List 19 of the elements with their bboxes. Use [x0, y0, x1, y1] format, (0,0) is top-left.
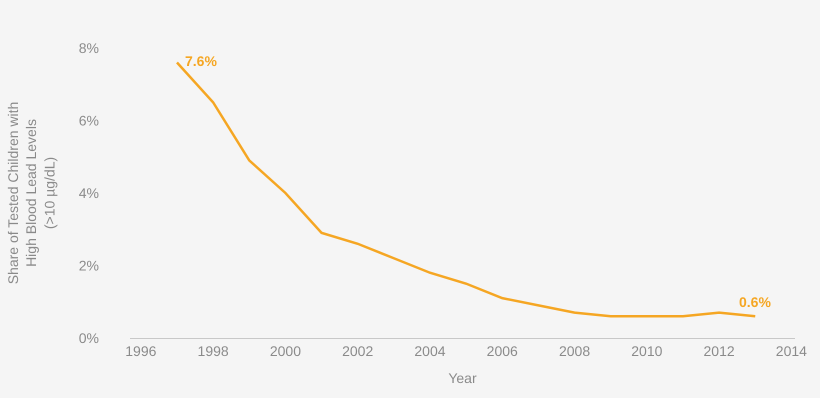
y-tick-label: 4% — [78, 184, 99, 201]
y-tick-label: 8% — [78, 40, 99, 56]
x-tick-label: 2012 — [704, 342, 735, 359]
x-tick-label: 2010 — [631, 342, 663, 359]
x-tick-label: 2002 — [342, 342, 374, 359]
x-tick-label: 1998 — [198, 342, 229, 359]
x-tick-label: 2000 — [270, 342, 302, 359]
y-tick-label: 2% — [78, 257, 99, 274]
x-tick-label: 2014 — [776, 342, 808, 359]
x-tick-label: 2006 — [486, 342, 518, 359]
y-tick-label: 0% — [78, 330, 99, 346]
y-axis-title: Share of Tested Children with High Blood Lead Levels (>10 µg/dL) — [4, 102, 58, 284]
x-tick-label: 1996 — [125, 342, 157, 359]
y-tick-label: 6% — [78, 112, 99, 128]
x-tick-label: 2008 — [558, 342, 590, 359]
annotation: 0.6% — [739, 294, 772, 310]
x-axis-title: Year — [448, 370, 477, 386]
annotation: 7.6% — [185, 53, 218, 69]
x-tick-label: 2004 — [414, 342, 446, 359]
